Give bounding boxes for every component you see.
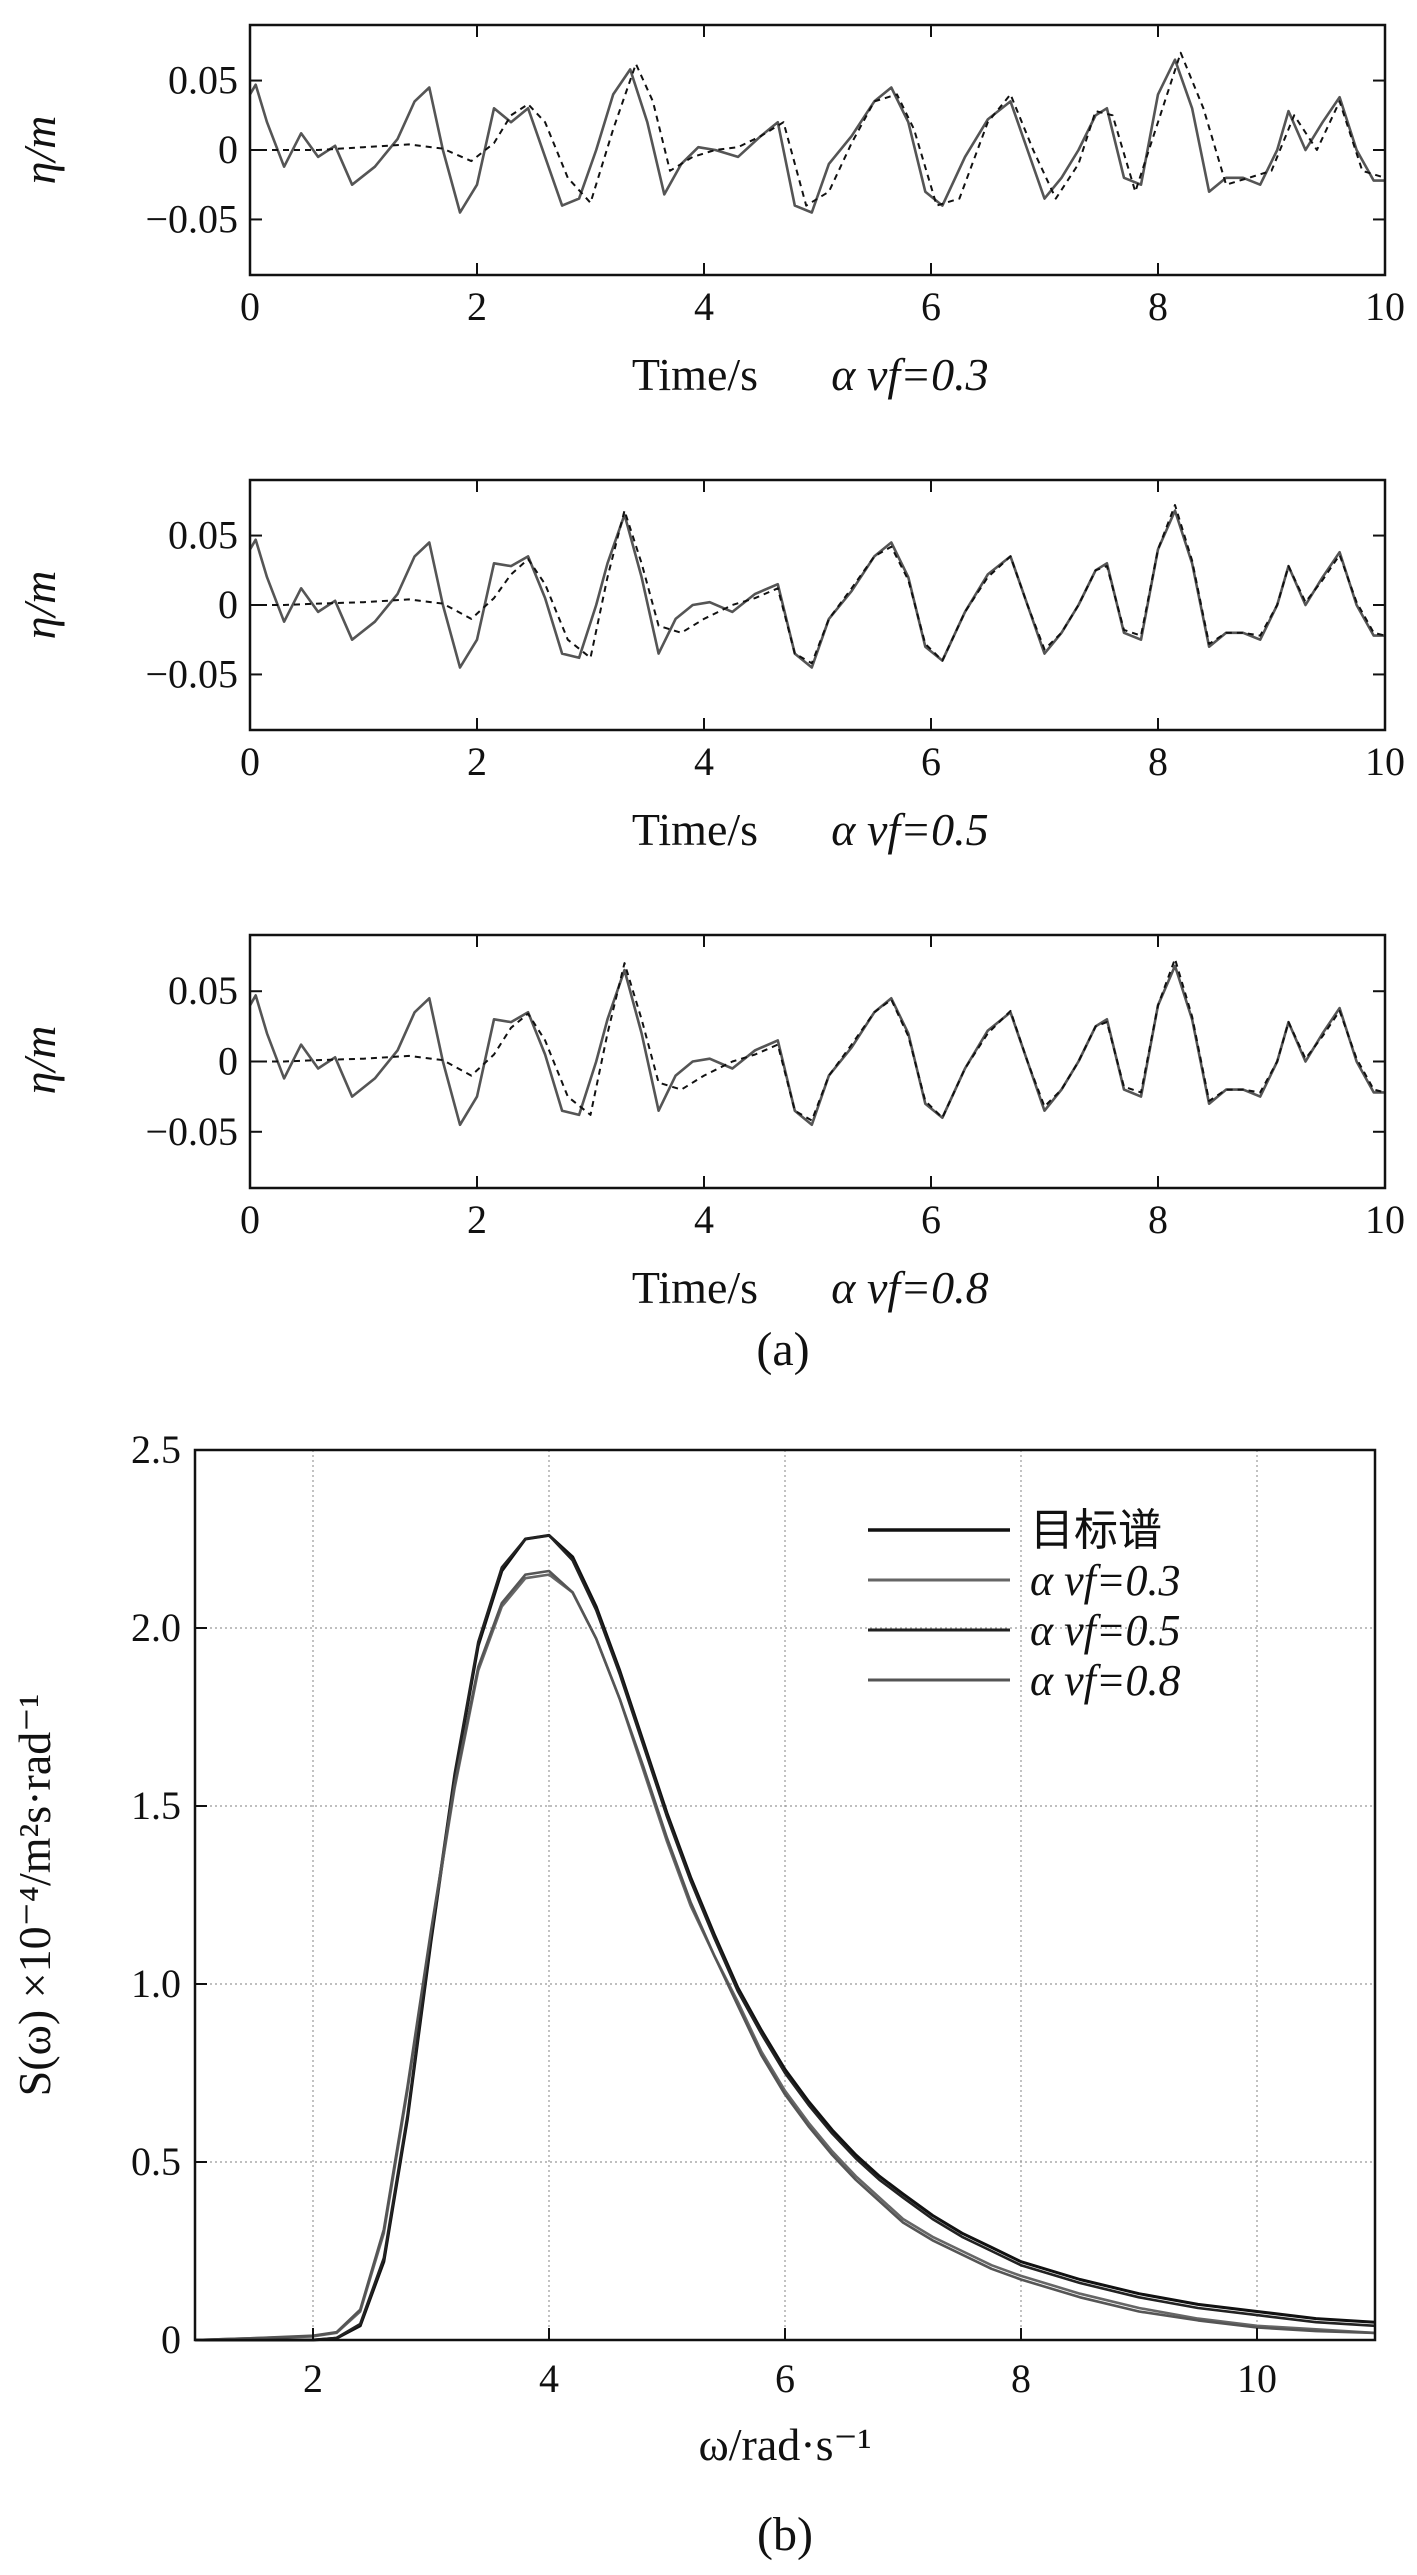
spectrum-curve-2 — [195, 1534, 1376, 2342]
y-tick-label: 0 — [218, 1039, 238, 1084]
y-tick-label: 1.5 — [131, 1783, 181, 1828]
y-tick-label: 2.5 — [131, 1427, 181, 1472]
x-tick-label: 8 — [1148, 739, 1168, 784]
x-tick-label: 2 — [303, 2356, 323, 2401]
panel-annotation: α vf=0.3 — [831, 349, 988, 400]
panel-annotation: α vf=0.8 — [831, 1262, 988, 1313]
series-line-simulated — [250, 957, 1386, 1122]
y-axis-label: η/m — [14, 1026, 65, 1095]
y-tick-label: 0 — [218, 582, 238, 627]
y-tick-label: −0.05 — [145, 196, 238, 241]
x-axis-label: Time/s — [632, 349, 758, 400]
y-tick-label: 1.0 — [131, 1961, 181, 2006]
x-tick-label: 4 — [694, 284, 714, 329]
x-tick-label: 10 — [1237, 2356, 1277, 2401]
x-axis-label: Time/s — [632, 1262, 758, 1313]
series-line-simulated — [250, 51, 1386, 207]
plot-frame — [248, 478, 1387, 732]
legend-label: α vf=0.3 — [1030, 1556, 1181, 1605]
x-tick-label: 8 — [1148, 284, 1168, 329]
series-line-measured — [248, 509, 1385, 669]
x-tick-label: 8 — [1011, 2356, 1031, 2401]
y-tick-label: 0.05 — [168, 968, 238, 1013]
y-axis-label: η/m — [14, 116, 65, 185]
y-axis-label: η/m — [14, 571, 65, 640]
x-tick-label: 6 — [921, 739, 941, 784]
series-line-measured — [248, 58, 1385, 214]
x-tick-label: 2 — [467, 739, 487, 784]
x-tick-label: 6 — [921, 284, 941, 329]
y-tick-label: 0.5 — [131, 2139, 181, 2184]
x-tick-label: 0 — [240, 1197, 260, 1242]
y-tick-label: 0.05 — [168, 58, 238, 103]
panel-annotation: α vf=0.5 — [831, 804, 988, 855]
x-tick-label: 8 — [1148, 1197, 1168, 1242]
x-tick-label: 0 — [240, 284, 260, 329]
y-tick-label: −0.05 — [145, 651, 238, 696]
x-tick-label: 10 — [1365, 739, 1405, 784]
x-tick-label: 2 — [467, 284, 487, 329]
legend-label: 目标谱 — [1030, 1505, 1162, 1556]
caption-b: (b) — [757, 2508, 813, 2561]
y-tick-label: 0 — [218, 127, 238, 172]
x-tick-label: 10 — [1365, 1197, 1405, 1242]
y-tick-label: 0 — [161, 2317, 181, 2362]
x-axis-label: ω/rad·s⁻¹ — [698, 2419, 871, 2470]
x-tick-label: 4 — [539, 2356, 559, 2401]
spectrum-panel: 2 4 6 8 10 0 0.5 1.0 1.5 2.0 2.5 S(ω) ×10⁻⁴/m²s·rad… — [9, 1427, 1377, 2470]
plot-frame — [248, 933, 1387, 1190]
y-axis-label: S(ω) ×10⁻⁴/m²s·rad⁻¹ — [9, 1694, 60, 2097]
y-tick-label: −0.05 — [145, 1109, 238, 1154]
x-tick-label: 4 — [694, 739, 714, 784]
legend-label: α vf=0.8 — [1030, 1656, 1181, 1705]
series-line-measured — [248, 964, 1385, 1127]
x-tick-label: 10 — [1365, 284, 1405, 329]
y-tick-label: 0.05 — [168, 513, 238, 558]
y-tick-label: 2.0 — [131, 1605, 181, 1650]
x-tick-label: 0 — [240, 739, 260, 784]
x-tick-label: 4 — [694, 1197, 714, 1242]
x-tick-label: 2 — [467, 1197, 487, 1242]
x-tick-label: 6 — [921, 1197, 941, 1242]
legend-label: α vf=0.5 — [1030, 1606, 1181, 1655]
series-line-simulated — [250, 504, 1386, 665]
spectrum-curve-3 — [194, 1569, 1376, 2342]
x-axis-label: Time/s — [632, 804, 758, 855]
caption-a: (a) — [756, 1323, 809, 1376]
x-tick-label: 6 — [775, 2356, 795, 2401]
